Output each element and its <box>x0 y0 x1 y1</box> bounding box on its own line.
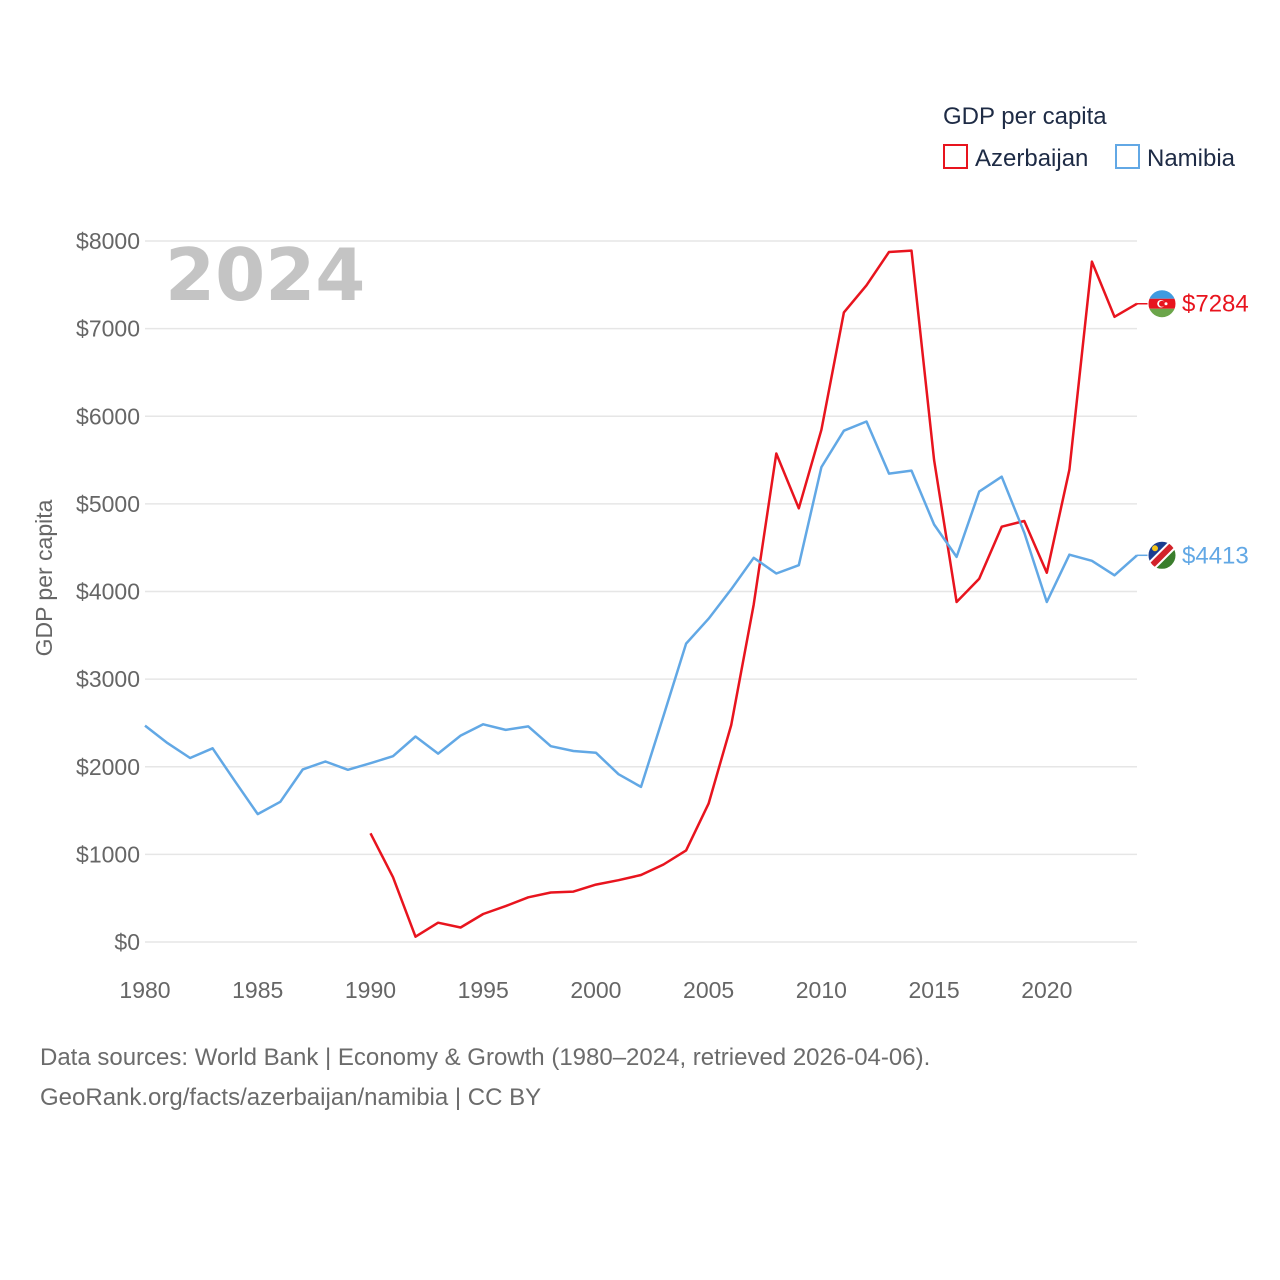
y-tick-label: $1000 <box>76 841 140 867</box>
footer-attribution: GeoRank.org/facts/azerbaijan/namibia | C… <box>40 1084 542 1111</box>
series-layer <box>144 249 1138 938</box>
y-tick-label: $4000 <box>76 579 140 605</box>
x-tick-label: 2010 <box>796 977 847 1003</box>
namibia-flag-icon <box>1148 541 1176 570</box>
legend-swatch-namibia <box>1115 144 1140 169</box>
legend: GDP per capita Azerbaijan Namibia <box>943 103 1236 172</box>
x-axis-ticks: 1980 1985 1990 1995 2000 2005 2010 2015 2020 <box>119 977 1072 1003</box>
y-tick-label: $6000 <box>76 403 140 429</box>
footer-sources: Data sources: World Bank | Economy & Gro… <box>40 1044 931 1071</box>
legend-label-namibia: Namibia <box>1147 145 1236 172</box>
end-value-label-azerbaijan: $7284 <box>1182 291 1249 318</box>
x-tick-label: 2015 <box>909 977 960 1003</box>
y-tick-label: $5000 <box>76 491 140 517</box>
series-line-namibia[interactable] <box>144 420 1138 816</box>
legend-title: GDP per capita <box>943 103 1107 130</box>
x-tick-label: 1985 <box>232 977 283 1003</box>
x-tick-label: 2005 <box>683 977 734 1003</box>
legend-label-azerbaijan: Azerbaijan <box>975 145 1088 172</box>
y-axis-label: GDP per capita <box>31 499 57 656</box>
end-markers: $7284 $4413 <box>1137 289 1249 570</box>
series-line-azerbaijan[interactable] <box>369 249 1138 938</box>
gridlines <box>145 240 1137 943</box>
y-tick-label: $2000 <box>76 754 140 780</box>
legend-item-azerbaijan[interactable]: Azerbaijan <box>943 144 1088 172</box>
x-tick-label: 1995 <box>458 977 509 1003</box>
y-axis-ticks: $0 $1000 $2000 $3000 $4000 $5000 $6000 $7000 $80… <box>76 228 140 955</box>
x-tick-label: 2000 <box>570 977 621 1003</box>
legend-swatch-azerbaijan <box>943 144 968 169</box>
end-value-label-namibia: $4413 <box>1182 542 1249 569</box>
azerbaijan-flag-icon <box>1148 289 1176 318</box>
y-tick-label: $0 <box>114 929 140 955</box>
y-tick-label: $7000 <box>76 316 140 342</box>
x-tick-label: 2020 <box>1021 977 1072 1003</box>
x-tick-label: 1980 <box>119 977 170 1003</box>
y-tick-label: $3000 <box>76 666 140 692</box>
y-tick-label: $8000 <box>76 228 140 254</box>
x-tick-label: 1990 <box>345 977 396 1003</box>
year-label: 2024 <box>165 233 365 317</box>
legend-item-namibia[interactable]: Namibia <box>1115 144 1236 172</box>
